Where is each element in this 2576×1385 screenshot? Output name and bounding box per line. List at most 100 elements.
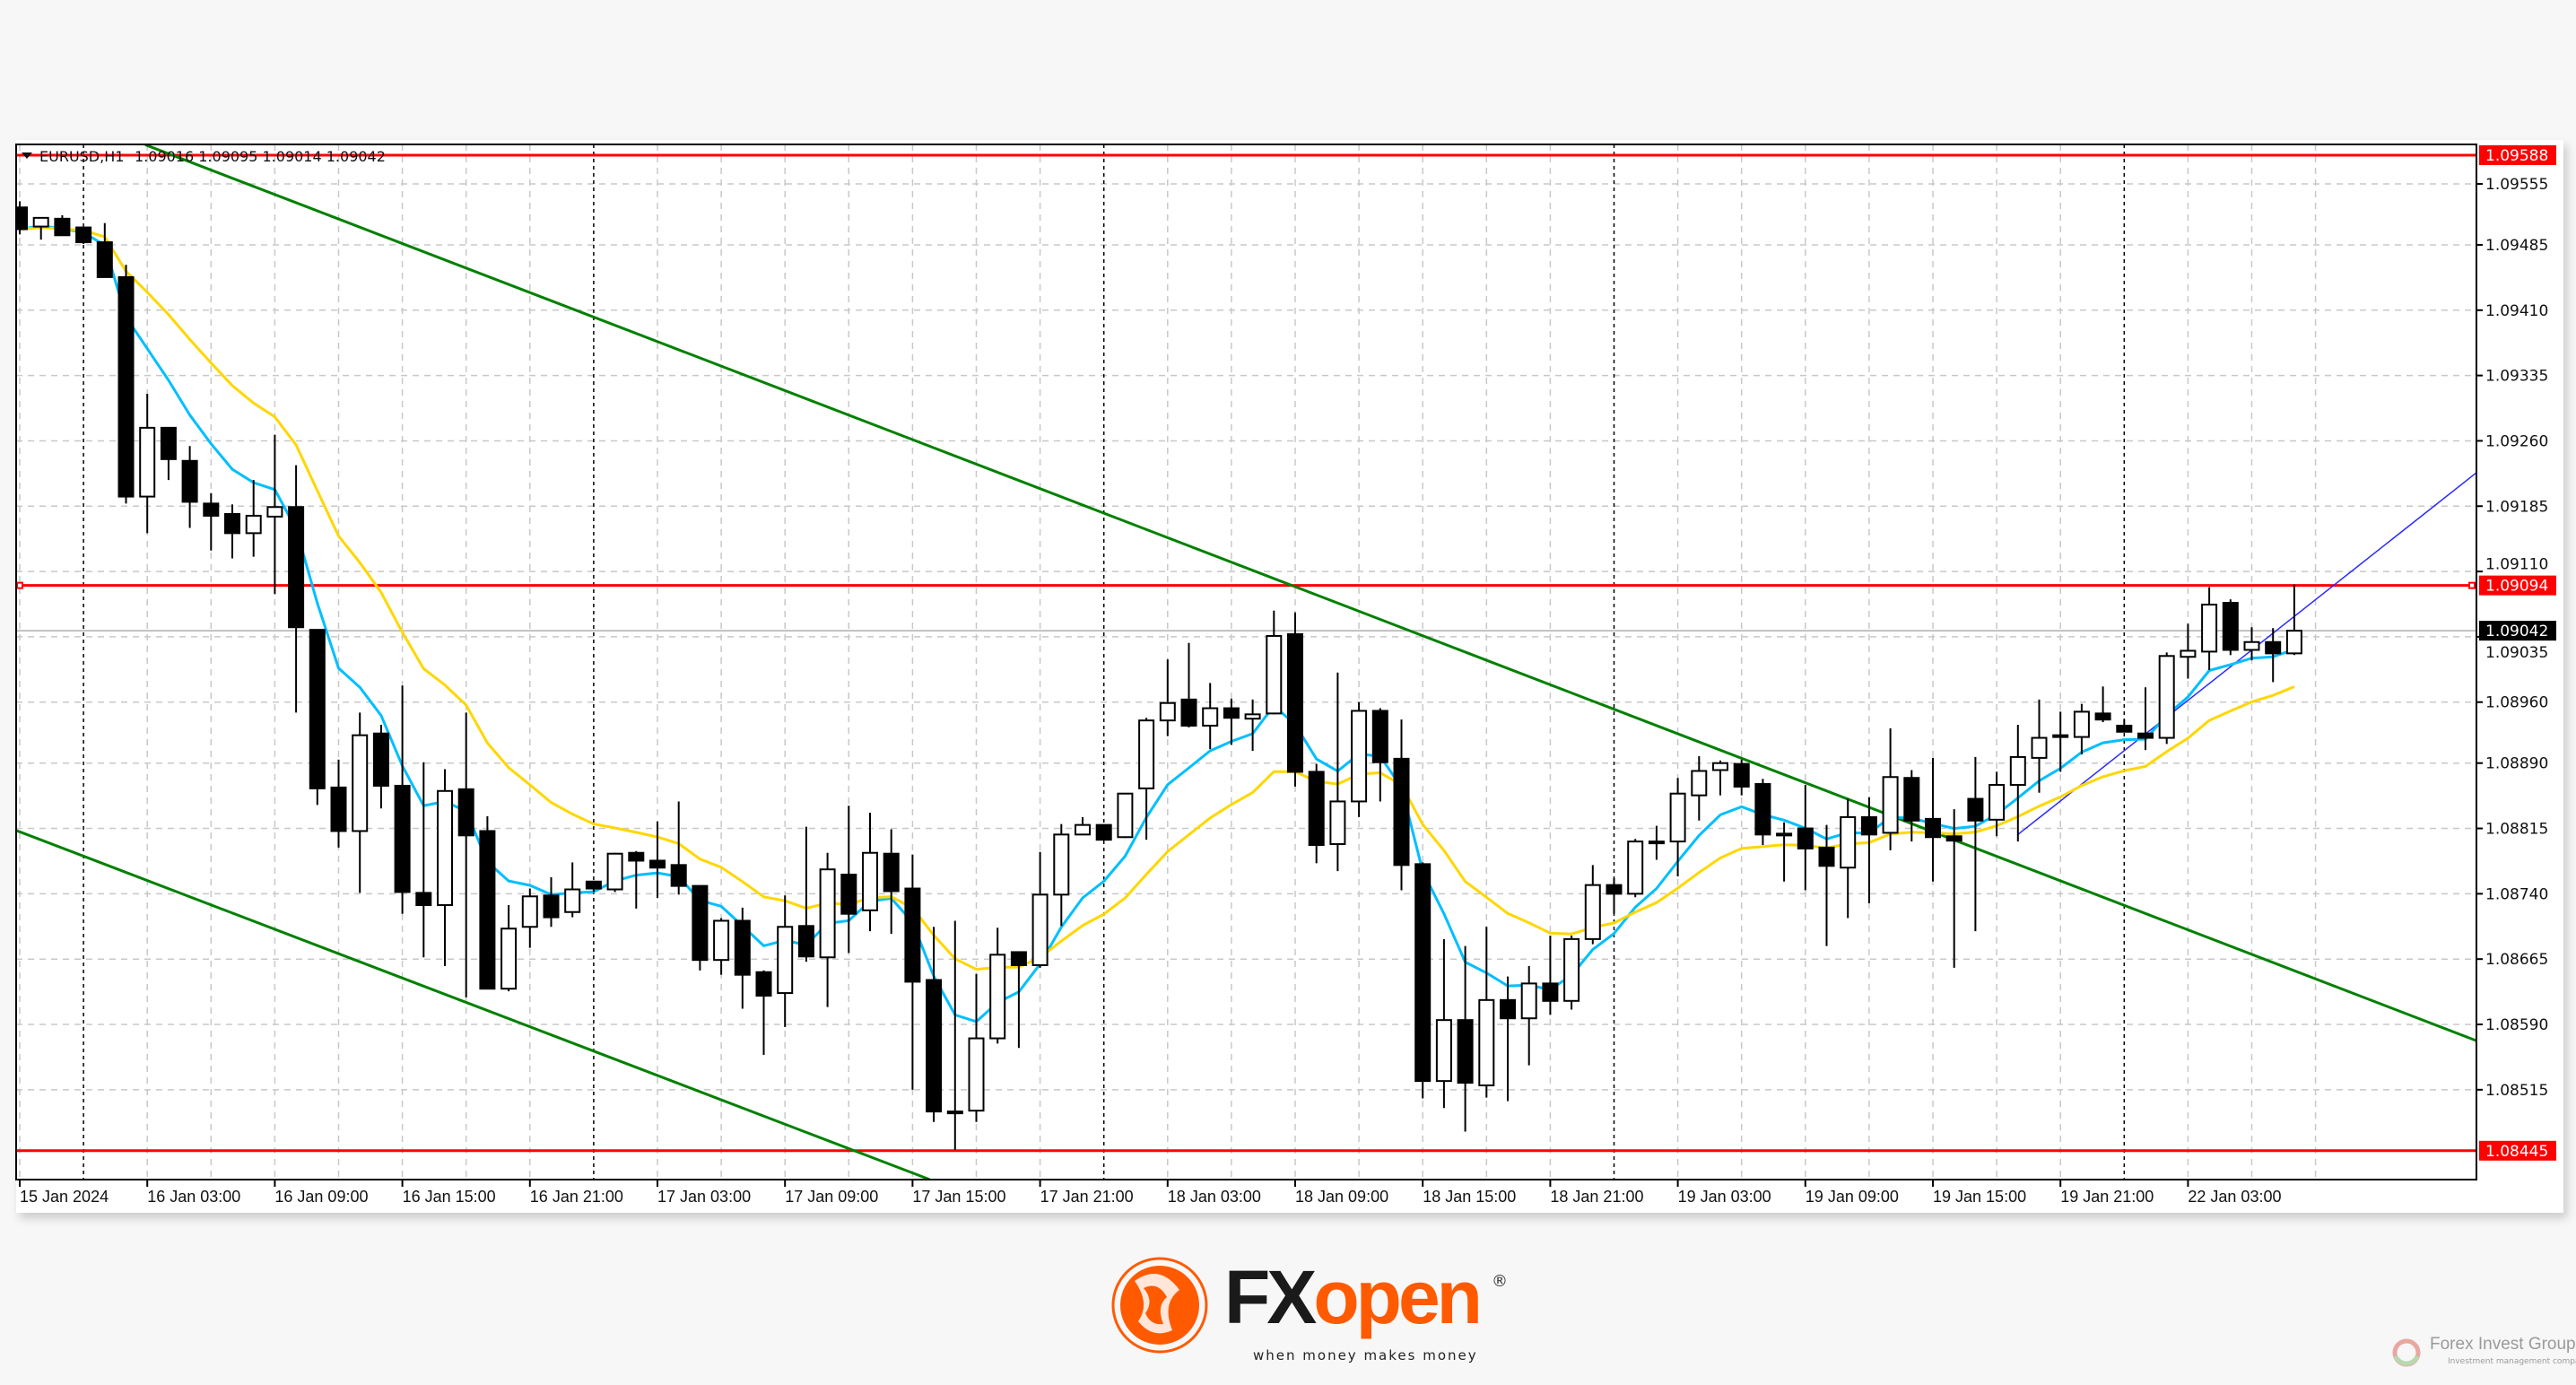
candle-bearish xyxy=(394,784,411,893)
trendline-uptrend xyxy=(2017,472,2476,835)
candle-bullish xyxy=(437,789,453,906)
candle-bearish xyxy=(1606,884,1623,895)
price-tick-label: 1.08665 xyxy=(2485,951,2548,969)
candle-bearish xyxy=(1903,777,1920,822)
candle-bullish xyxy=(1202,707,1219,727)
candle-bullish xyxy=(1627,841,1644,895)
time-tick-label: 17 Jan 21:00 xyxy=(1040,1188,1134,1206)
moving-average-slow xyxy=(19,226,2295,971)
candle-bearish xyxy=(372,732,389,787)
candle-bearish xyxy=(181,459,198,503)
registered-mark: ® xyxy=(1492,1272,1508,1291)
candle-bullish xyxy=(2009,755,2026,786)
time-tick-label: 16 Jan 03:00 xyxy=(147,1188,240,1206)
candle-bullish xyxy=(1478,998,1495,1086)
candle-bullish xyxy=(2201,603,2218,653)
candle-bullish xyxy=(1053,833,1070,896)
candle-bearish xyxy=(670,864,687,887)
time-tick-label: 16 Jan 15:00 xyxy=(403,1188,496,1206)
candle-bullish xyxy=(862,851,878,911)
candle-bearish xyxy=(585,880,602,890)
fxopen-logo: FXopen ® when money makes money xyxy=(1108,1254,1520,1371)
candle-bearish xyxy=(797,925,814,958)
price-tick-label: 1.09485 xyxy=(2485,237,2548,255)
candle-bullish xyxy=(1117,792,1134,839)
candle-bearish xyxy=(309,629,326,789)
candle-bearish xyxy=(1967,797,1984,822)
candle-bearish xyxy=(926,979,943,1113)
candle-bearish xyxy=(96,241,113,278)
candle-bullish xyxy=(1138,719,1155,789)
time-tick-label: 17 Jan 15:00 xyxy=(912,1188,1005,1206)
candle-bearish xyxy=(2137,732,2154,739)
candle-bearish xyxy=(203,502,220,517)
candle-bearish xyxy=(904,887,921,983)
chart-symbol: EURUSD,H1 xyxy=(39,148,124,165)
candle-bearish xyxy=(883,852,900,893)
candle-bearish xyxy=(224,513,240,535)
candle-bullish xyxy=(1266,634,1283,715)
candle-bearish xyxy=(1308,771,1325,846)
price-tick-label: 1.08515 xyxy=(2485,1082,2548,1100)
candle-bullish xyxy=(266,506,283,518)
time-tick-label: 22 Jan 03:00 xyxy=(2188,1188,2281,1206)
candle-bearish xyxy=(54,217,71,237)
candle-bearish xyxy=(1542,982,1559,1002)
candle-bullish xyxy=(2073,710,2090,738)
candle-bearish xyxy=(1797,827,1814,849)
watermark-subtitle: Investment management company xyxy=(2448,1357,2576,1366)
candle-bearish xyxy=(2052,734,2069,738)
level-anchor-handle xyxy=(2468,581,2476,589)
time-tick-label: 16 Jan 21:00 xyxy=(530,1188,623,1206)
level-price-tag: 1.08445 xyxy=(2485,1143,2548,1161)
candle-bearish xyxy=(1945,835,1962,842)
grid xyxy=(16,144,2476,1180)
candle-bearish xyxy=(755,971,772,997)
moving-average-fast xyxy=(19,224,2295,1024)
candle-bearish xyxy=(1818,846,1835,867)
time-tick-label: 15 Jan 2024 xyxy=(20,1188,109,1206)
candle-bullish xyxy=(1712,762,1728,771)
candle-bearish xyxy=(1457,1019,1474,1084)
candle-bearish xyxy=(479,830,496,990)
price-tick-label: 1.08815 xyxy=(2485,821,2548,839)
time-tick-label: 19 Jan 09:00 xyxy=(1806,1188,1899,1206)
candle-bullish xyxy=(352,734,369,832)
candle-bullish xyxy=(32,216,49,228)
brand-fx: FX xyxy=(1224,1255,1317,1339)
price-tick-label: 1.09260 xyxy=(2485,432,2548,450)
time-tick-label: 19 Jan 15:00 xyxy=(1933,1188,2026,1206)
candle-bearish xyxy=(16,206,28,231)
time-tick-label: 17 Jan 09:00 xyxy=(785,1188,878,1206)
candle-bearish xyxy=(1754,783,1771,836)
candle-bearish xyxy=(1733,762,1750,788)
candle-bearish xyxy=(1500,998,1516,1020)
candle-bullish xyxy=(139,426,156,498)
triangle-down-icon[interactable] xyxy=(22,152,32,159)
price-tick-label: 1.09035 xyxy=(2485,644,2548,662)
current-price-tag: 1.09042 xyxy=(2485,623,2548,640)
candle-bullish xyxy=(564,888,581,913)
current-price-tag-bg xyxy=(2479,621,2556,641)
candle-bullish xyxy=(1882,776,1899,834)
price-tick-label: 1.09555 xyxy=(2485,176,2548,194)
trendline-channel-lower xyxy=(16,829,930,1180)
candle-bearish xyxy=(415,892,432,906)
price-tags: 1.09588 1.09094 1.08445 1.09042 xyxy=(2479,144,2556,1161)
candle-bullish xyxy=(713,919,730,962)
candle-bullish xyxy=(521,895,538,928)
time-tick-label: 19 Jan 21:00 xyxy=(2060,1188,2154,1206)
candle-bearish xyxy=(692,884,709,962)
candle-bullish xyxy=(2285,630,2302,655)
candle-bullish xyxy=(500,928,518,990)
candle-bullish xyxy=(1435,1019,1452,1083)
candle-bearish xyxy=(2222,602,2239,651)
candle-bullish xyxy=(777,926,794,995)
candle-bearish xyxy=(649,859,666,869)
candle-bullish xyxy=(989,954,1006,1040)
candle-bullish xyxy=(1691,770,1708,797)
candle-bearish xyxy=(840,874,857,915)
candles xyxy=(16,201,2302,1150)
candle-bullish xyxy=(1584,884,1601,940)
